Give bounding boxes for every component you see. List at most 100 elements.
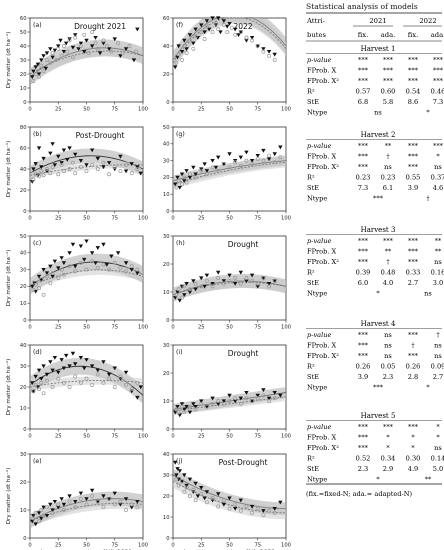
data-point-fixed-N <box>52 356 58 360</box>
data-point-fixed-N <box>101 242 106 247</box>
y-tick-label: 10 <box>163 515 170 521</box>
data-point-adapted-N <box>50 385 55 389</box>
stat-value: 0.37 <box>431 174 444 182</box>
stat-value: * <box>436 423 440 431</box>
x-tick-label: 25 <box>198 216 205 222</box>
stat-row-label: StE <box>307 279 319 287</box>
data-point-fixed-N <box>176 44 181 49</box>
data-point-adapted-N <box>78 260 83 265</box>
data-point-fixed-N <box>193 405 198 409</box>
panel-g: 0 25 50 75 100 0 10 20 30 40 50 (g) <box>163 125 291 222</box>
stat-row-label: Ntype <box>307 195 327 203</box>
data-point-fixed-N <box>52 48 58 53</box>
x-tick-label: 50 <box>83 107 90 113</box>
confidence-band-adapted-N <box>30 264 143 292</box>
header-fix: fix. <box>358 31 369 39</box>
data-point-fixed-N <box>123 370 129 375</box>
x-tick-label: 25 <box>55 434 62 440</box>
stat-value: ** <box>435 237 442 245</box>
data-point-fixed-N <box>218 30 223 35</box>
header-year-2021: 2021 <box>369 17 386 25</box>
y-tick-label: 50 <box>20 30 27 36</box>
data-point-fixed-N <box>89 488 95 493</box>
y-tick-label: 20 <box>20 72 27 78</box>
panel-f: 0 25 50 75 100 0 20 40 60 (f) 2022 <box>163 16 291 113</box>
data-point-fixed-N <box>232 282 238 286</box>
stat-row-label: R² <box>307 88 315 96</box>
header-fix: fix. <box>408 31 419 39</box>
x-tick-label: 50 <box>83 216 90 222</box>
stat-value: ** <box>385 142 392 150</box>
data-point-fixed-N <box>213 165 219 170</box>
data-point-fixed-N <box>272 52 277 57</box>
y-tick-label: 20 <box>20 188 27 194</box>
data-point-adapted-N <box>31 516 36 521</box>
data-point-adapted-N <box>112 164 117 169</box>
data-point-fixed-N <box>182 179 187 183</box>
stat-value-ntype-2021: *** <box>373 384 384 392</box>
stat-value-ntype-2022: † <box>426 195 430 203</box>
x-tick-label: 75 <box>111 434 118 440</box>
data-point-fixed-N <box>56 266 61 271</box>
data-point-fixed-N <box>84 239 89 244</box>
panel-label: (c) <box>33 240 41 247</box>
data-point-adapted-N <box>221 498 226 503</box>
data-point-fixed-N <box>31 514 36 518</box>
panel-c: 0 25 50 75 100 0 10 20 30 40 50 (c) Dry matter (dt h… <box>5 234 148 331</box>
data-point-fixed-N <box>187 410 193 415</box>
confidence-band-adapted-N <box>173 276 286 301</box>
stat-value: *** <box>408 67 419 75</box>
data-point-adapted-N <box>112 385 117 389</box>
data-point-fixed-N <box>138 385 143 390</box>
data-point-fixed-N <box>59 358 64 362</box>
y-tick-label: 20 <box>163 175 170 181</box>
data-point-adapted-N <box>216 504 221 509</box>
stat-value: ns <box>384 342 392 350</box>
data-point-fixed-N <box>232 399 238 404</box>
data-point-fixed-N <box>177 298 182 303</box>
data-point-fixed-N <box>41 156 46 161</box>
data-point-fixed-N <box>118 154 123 159</box>
data-point-fixed-N <box>249 399 255 404</box>
data-point-adapted-N <box>255 281 260 286</box>
stat-row-label: R² <box>307 269 315 277</box>
data-point-fixed-N <box>193 481 198 486</box>
x-tick-label: 50 <box>83 325 90 331</box>
y-tick-label: 30 <box>163 343 170 349</box>
data-point-fixed-N <box>232 507 238 511</box>
stat-row-label: FProb. X <box>307 434 337 442</box>
fit-curve-adapted-N <box>172 161 287 185</box>
panel-label: (i) <box>176 349 183 356</box>
y-tick-label: 40 <box>163 142 170 148</box>
data-point-fixed-N <box>67 364 72 369</box>
data-point-fixed-N <box>123 497 129 501</box>
data-point-adapted-N <box>176 483 181 488</box>
panel-label: (e) <box>33 458 42 465</box>
data-point-adapted-N <box>101 262 106 267</box>
data-point-adapted-N <box>73 505 78 510</box>
panel-b: 0 25 50 75 100 0 20 40 60 80 (b) Post-Drought Dry ma… <box>5 125 148 222</box>
data-point-fixed-N <box>206 27 212 32</box>
data-point-adapted-N <box>176 178 181 183</box>
data-point-fixed-N <box>112 37 117 42</box>
data-point-fixed-N <box>278 500 283 505</box>
data-point-fixed-N <box>173 182 178 187</box>
data-point-fixed-N <box>249 273 255 278</box>
x-tick-label: 25 <box>198 325 205 331</box>
data-point-adapted-N <box>45 58 49 62</box>
data-point-fixed-N <box>118 502 123 507</box>
stat-value: *** <box>358 331 369 339</box>
data-point-fixed-N <box>123 47 129 51</box>
stat-row-label: FProb. X <box>307 67 337 75</box>
data-point-fixed-N <box>255 284 260 289</box>
data-point-adapted-N <box>180 182 184 187</box>
stat-value: 2.7 <box>408 279 419 287</box>
stat-value: ns <box>384 352 392 360</box>
data-point-fixed-N <box>101 360 106 364</box>
data-point-adapted-N <box>229 25 234 30</box>
y-tick-label: 40 <box>20 44 27 50</box>
data-point-fixed-N <box>173 460 178 465</box>
data-point-fixed-N <box>266 157 272 162</box>
data-point-fixed-N <box>48 264 53 269</box>
data-point-fixed-N <box>202 284 207 289</box>
